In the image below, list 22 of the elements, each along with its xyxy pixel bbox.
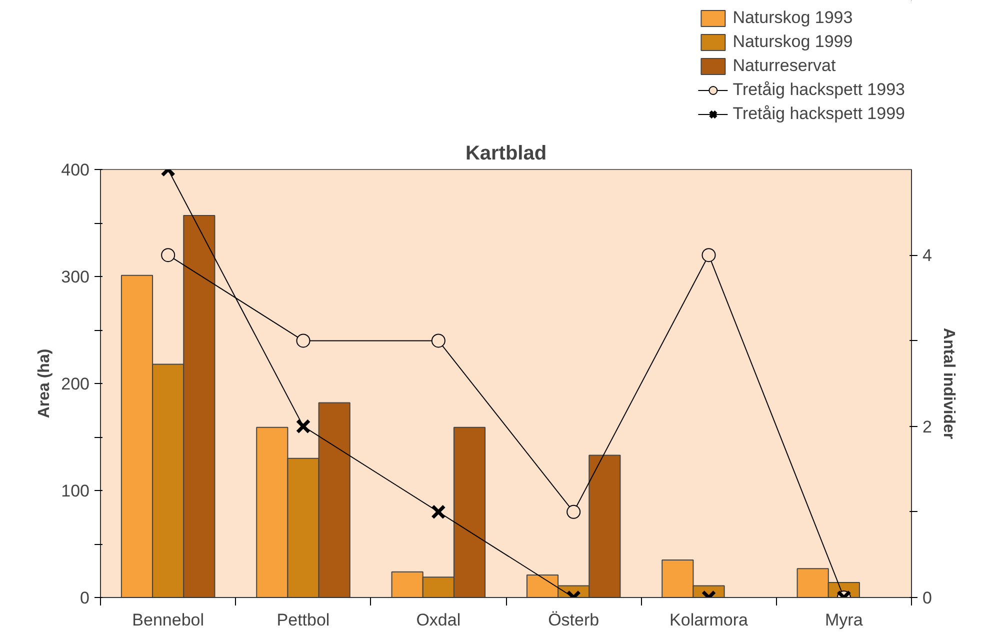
y-axis-title: Area (ha) <box>36 348 54 418</box>
y-tick-label: 300 <box>61 268 90 286</box>
x-tick-label: Pettbol <box>276 610 330 630</box>
x-tick-label: Myra <box>825 610 864 630</box>
chart-title: Kartblad <box>465 142 547 164</box>
x-tick-label: Kolarmora <box>670 610 749 630</box>
y2-axis-title: Antal individer <box>940 328 957 440</box>
legend-label: Naturskog 1999 <box>732 31 853 53</box>
y2-tick-label: 2 <box>922 417 932 436</box>
x-tick-label: Bennebol <box>132 610 204 630</box>
y-tick-label: 400 <box>61 160 90 180</box>
legend-label: Naturskog 1993 <box>732 7 853 29</box>
legend-label: Tretåig hackspett 1993 <box>732 79 905 101</box>
y-tick-label: 0 <box>80 588 90 608</box>
y-tick-label: 200 <box>61 374 90 394</box>
x-tick-label: Österb <box>548 610 600 630</box>
x-tick-label: Oxdal <box>416 610 461 630</box>
y2-tick-label: 0 <box>922 588 932 608</box>
y-tick-label: 100 <box>61 482 90 500</box>
legend-label: Naturreservat <box>732 55 836 77</box>
legend-label: Tretåig hackspett 1999 <box>732 103 905 125</box>
y2-tick-label: 4 <box>922 246 932 266</box>
